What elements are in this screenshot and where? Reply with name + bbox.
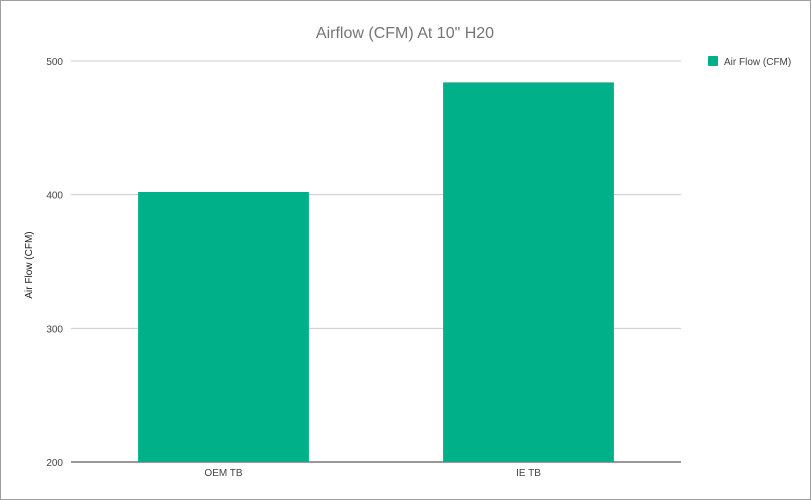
y-axis-label: Air Flow (CFM) bbox=[24, 231, 35, 298]
x-tick-label: OEM TB bbox=[204, 468, 242, 479]
y-tick-label: 200 bbox=[46, 458, 63, 469]
x-axis-tick-labels: OEM TB IE TB bbox=[204, 468, 541, 479]
y-tick-label: 500 bbox=[46, 57, 63, 68]
y-tick-label: 400 bbox=[46, 191, 63, 202]
bar bbox=[443, 82, 614, 463]
bars bbox=[138, 82, 614, 463]
chart-title: Airflow (CFM) At 10" H20 bbox=[316, 25, 494, 42]
y-tick-label: 300 bbox=[46, 324, 63, 335]
legend: Air Flow (CFM) bbox=[708, 56, 791, 68]
legend-swatch bbox=[708, 56, 718, 66]
y-axis-tick-labels: 200 300 400 500 bbox=[46, 57, 63, 469]
legend-label: Air Flow (CFM) bbox=[724, 57, 791, 68]
bar bbox=[138, 191, 309, 462]
x-tick-label: IE TB bbox=[516, 468, 541, 479]
